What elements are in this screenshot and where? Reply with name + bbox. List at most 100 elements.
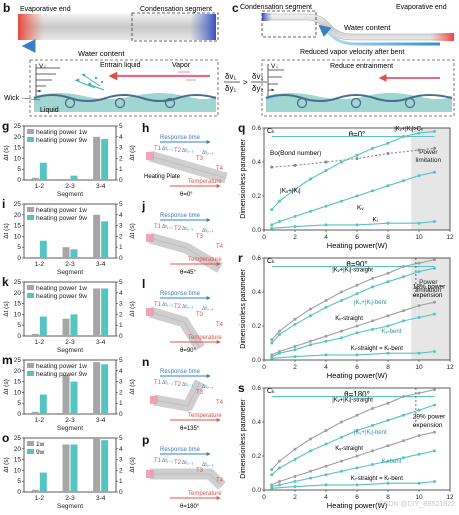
legend-label-9w: heating power 9w <box>36 371 87 378</box>
series-point <box>278 351 281 355</box>
series-point <box>340 160 343 164</box>
heat-pipe-bent <box>261 10 455 41</box>
x-tick-label: 4 <box>324 234 328 241</box>
series-point <box>402 395 405 398</box>
series-point <box>324 464 328 468</box>
bar-1w <box>93 288 101 336</box>
pipe-panel-n: n Response time Temperature T1 T2 T3 T4 Δt₁₋₂ Δt… <box>142 355 224 432</box>
series-b-label: |Kᵥ+|Kᵢ|-bent <box>354 430 387 436</box>
series-point <box>417 304 421 308</box>
heating-plate <box>146 234 154 242</box>
delta-t-label: Δt₃₋₄ <box>202 228 213 234</box>
thermocouple-label: T2 <box>174 148 182 154</box>
y-tick-label: 5 <box>17 478 21 485</box>
pipe-panel-p: p Response time Temperature T1 T2 T3 T4 Δt₁₋₂ Δt… <box>142 433 226 510</box>
x-tick-label: 6 <box>355 494 359 501</box>
series-point <box>402 439 405 443</box>
panel-label-h: h <box>142 121 149 135</box>
series-point <box>371 406 374 410</box>
series-point <box>324 204 328 208</box>
y2-axis-label: Δt (s) <box>129 145 136 161</box>
series-point <box>278 333 281 336</box>
x-tick-label: 3-4 <box>96 495 106 502</box>
y2-tick-label: 2 <box>119 311 123 318</box>
y-axis-label: Δt (s) <box>3 379 10 395</box>
pipe-centerline <box>149 237 221 269</box>
watermark: CSDN @DIY_B8521822 <box>378 501 455 508</box>
entrain-droplets <box>74 73 105 91</box>
delta-t-label: Δt₂₋₃ <box>182 460 193 466</box>
kvki-label: |Kᵥ+|Kᵢ| <box>280 188 301 195</box>
series-point <box>324 442 328 446</box>
condensation-segment-label: Condensation segment <box>140 6 212 13</box>
series-point <box>355 331 359 335</box>
legend-swatch-1w <box>27 285 34 290</box>
pipe-diagram-column: h Response time Temperature T1 T2 T3 T4 Δt₁₋₂ Δt… <box>140 120 236 510</box>
delta-t-label: Δt₃₋₄ <box>202 462 213 468</box>
pipe-centerline <box>149 311 201 349</box>
series-point <box>270 473 274 477</box>
x-tick-label: 3-4 <box>96 183 106 190</box>
series-point <box>278 329 281 333</box>
bar-9w <box>39 472 47 492</box>
series-point <box>324 223 328 227</box>
thermocouple-label: T3 <box>196 234 204 240</box>
ratio-compare: > <box>243 78 248 87</box>
heating-plate <box>146 470 154 478</box>
series-point <box>324 483 328 487</box>
series-point <box>270 341 274 345</box>
series-point <box>433 480 436 483</box>
series-point <box>293 344 297 348</box>
x-tick-label: 12 <box>446 234 454 241</box>
legend-label-1w: heating power 1w <box>36 129 87 136</box>
angle-label: θ=135° <box>180 426 200 432</box>
x-tick-label: 12 <box>446 494 454 501</box>
series-point <box>309 314 312 318</box>
y-tick-label: 10 <box>14 389 22 396</box>
series-point <box>340 469 343 473</box>
y2-axis-label: Δt (s) <box>129 457 136 473</box>
bar-chart-column: g 0 5 10 15 20 25 0 1 2 3 4 5 Δt (s) Δt (s) 1-2 2-3 3-4 Se… <box>0 119 140 510</box>
y-tick-label: 20 <box>14 368 22 375</box>
pipe-centerline <box>149 155 227 179</box>
series-point <box>371 189 374 193</box>
y-tick-label: 15 <box>14 457 22 464</box>
series-point <box>293 485 297 489</box>
series-point <box>386 221 390 225</box>
series-point <box>340 336 343 340</box>
temperature-label: Temperature <box>188 257 222 263</box>
thermocouple-label: T1 <box>154 380 162 386</box>
series-point <box>355 429 359 432</box>
plot-frame <box>23 437 117 493</box>
series-point <box>433 350 436 353</box>
bar-9w <box>101 288 109 336</box>
series-point <box>386 351 390 355</box>
thermocouple-label: T4 <box>216 400 224 406</box>
thermocouple-label: T3 <box>196 468 204 474</box>
bar-9w <box>70 249 78 258</box>
bar-1w <box>93 438 101 492</box>
series-point <box>417 351 421 355</box>
series-point <box>417 408 421 412</box>
x-tick-label: 1-2 <box>35 339 45 346</box>
y2-tick-label: 5 <box>119 435 123 442</box>
series-point <box>309 449 312 453</box>
series-point <box>309 307 312 311</box>
heat-pipe-straight <box>18 12 219 42</box>
y-tick-label: 15 <box>14 145 22 152</box>
series-point <box>433 312 436 316</box>
series-point <box>433 403 436 407</box>
y-tick-label: 0 <box>17 489 21 496</box>
panel-label-o: o <box>2 431 9 445</box>
bar-1w <box>31 256 39 258</box>
pipe-centerline <box>150 473 223 487</box>
y-tick-label: 0.0 <box>252 487 261 494</box>
y-tick-label: 0 <box>17 177 21 184</box>
series-line <box>271 431 435 486</box>
x-tick-label: 6 <box>355 364 359 371</box>
panel-label-n: n <box>142 355 149 369</box>
thermocouple-label: T4 <box>216 478 224 484</box>
y-tick-label: 25 <box>14 435 22 442</box>
power-expansion-note: 29% power <box>413 414 446 421</box>
series-point <box>371 423 374 427</box>
